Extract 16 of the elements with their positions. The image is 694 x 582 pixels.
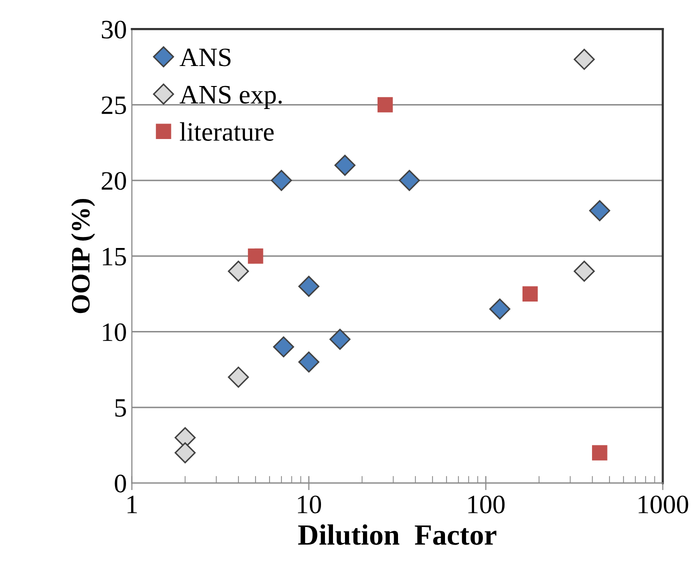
- y-tick-label: 25: [102, 96, 126, 114]
- legend-label: ANS exp.: [180, 86, 282, 109]
- y-tick-label: 5: [115, 399, 126, 417]
- y-tick-label: 20: [102, 172, 126, 190]
- y-tick-label: 0: [114, 474, 126, 492]
- x-tick-label: 100: [468, 496, 505, 514]
- x-axis-title: Dilution Factor: [298, 524, 496, 545]
- legend-label: literature: [180, 122, 274, 141]
- x-tick-label: 1000: [638, 496, 688, 514]
- y-tick-label: 15: [102, 248, 126, 266]
- y-tick-label: 10: [102, 323, 126, 342]
- x-tick-label: 1: [128, 496, 137, 514]
- y-axis-title: OOIP (%): [71, 198, 96, 314]
- y-tick-label: 30: [102, 20, 126, 39]
- legend-label: ANS: [180, 48, 231, 66]
- x-tick-label: 10: [298, 496, 322, 514]
